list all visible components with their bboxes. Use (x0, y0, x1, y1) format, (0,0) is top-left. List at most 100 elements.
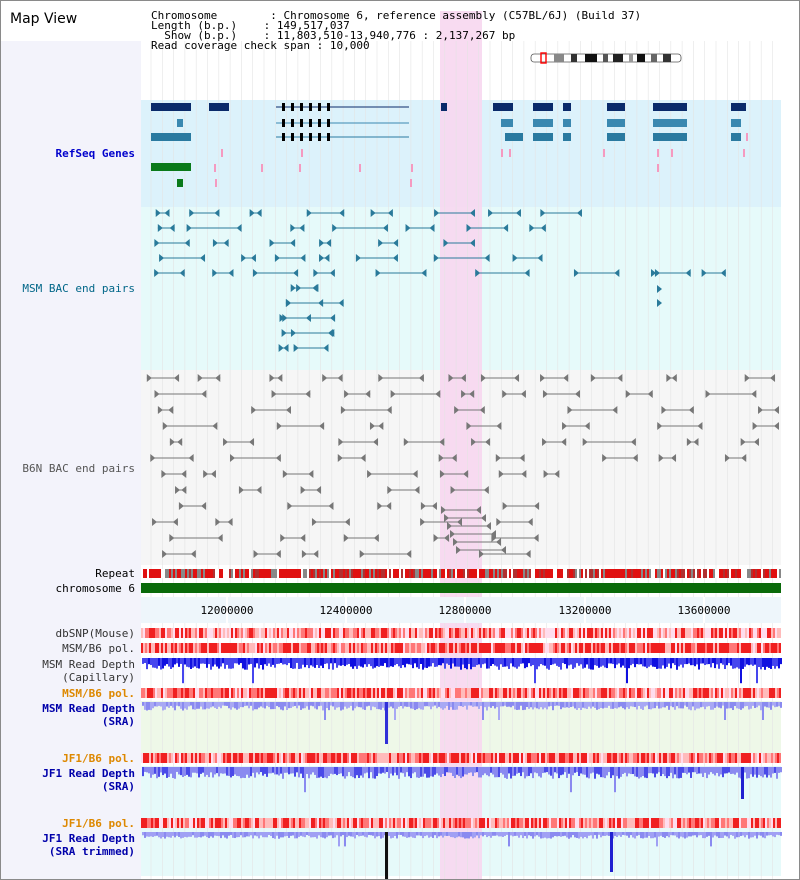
heat-cell (625, 643, 627, 653)
label-msm-bac[interactable]: MSM BAC end pairs (22, 282, 135, 295)
depth-bar (758, 832, 760, 836)
heat-cell (589, 818, 591, 828)
label-msm-b6-pol-sra[interactable]: MSM/B6 pol. (62, 687, 135, 700)
msm-bac-pair-end (503, 224, 509, 232)
depth-bar (288, 702, 290, 709)
heat-cell (235, 818, 237, 828)
depth-bar (450, 767, 452, 773)
heat-cell (199, 753, 201, 763)
depth-bar (588, 832, 590, 836)
depth-bar (170, 767, 172, 774)
heat-cell (487, 643, 489, 653)
depth-bar (658, 658, 660, 669)
heat-cell (585, 688, 587, 698)
depth-bar (510, 832, 512, 836)
heat-cell (173, 753, 175, 763)
depth-bar (484, 702, 486, 708)
depth-bar (284, 658, 286, 665)
depth-bar (600, 702, 602, 708)
repeat-segment (193, 569, 195, 578)
b6n-bac-pair-end (337, 374, 343, 382)
depth-bar (564, 702, 566, 708)
depth-bar (420, 767, 422, 777)
depth-bar (618, 658, 620, 664)
depth-bar (752, 658, 754, 666)
label-chromosome[interactable]: chromosome 6 (55, 582, 135, 595)
chromosome-ideogram[interactable] (530, 52, 682, 64)
heat-cell (215, 628, 217, 638)
b6n-bac-track[interactable] (146, 374, 779, 558)
heat-cell (579, 643, 581, 653)
heat-cell (181, 818, 183, 828)
heat-cell (207, 818, 209, 828)
heat-cell (723, 628, 725, 638)
repeat-segment (313, 569, 315, 578)
b6n-bac-pair-end (438, 454, 444, 462)
label-msm-b6-pol[interactable]: MSM/B6 pol. (62, 642, 135, 655)
heat-cell (579, 628, 581, 638)
heat-cell (773, 688, 775, 698)
label-jf1-b6-pol-trimmed[interactable]: JF1/B6 pol. (62, 817, 135, 830)
heat-cell (331, 818, 333, 828)
msm-bac-track[interactable] (154, 209, 726, 352)
label-repeat[interactable]: Repeat (95, 567, 135, 580)
refseq-genes-track[interactable] (151, 103, 748, 187)
depth-bar (234, 767, 236, 775)
label-b6n-bac[interactable]: B6N BAC end pairs (22, 462, 135, 475)
heat-cell (593, 643, 595, 653)
label-msm-depth-capillary[interactable]: MSM Read Depth (Capillary) (42, 658, 135, 684)
polymorphism-heat-tracks[interactable] (141, 628, 781, 828)
heat-cell (169, 643, 171, 653)
heat-cell (165, 818, 167, 828)
heat-cell (289, 688, 291, 698)
heat-cell (233, 818, 235, 828)
heat-cell (641, 688, 643, 698)
heat-cell (323, 818, 325, 828)
depth-bar (702, 832, 704, 839)
depth-bar (478, 767, 480, 778)
position-highlight[interactable] (440, 11, 482, 880)
b6n-bac-pair-end (275, 454, 281, 462)
heat-cell (309, 688, 311, 698)
repeat-track[interactable] (141, 569, 781, 578)
label-refseq-genes[interactable]: RefSeq Genes (55, 147, 135, 160)
heat-cell (257, 628, 259, 638)
depth-bar (630, 702, 632, 707)
depth-bar (352, 702, 354, 711)
heat-cell (583, 818, 585, 828)
heat-cell (583, 688, 585, 698)
heat-cell (359, 688, 361, 698)
heat-cell (175, 818, 177, 828)
label-msm-depth-sra[interactable]: MSM Read Depth (SRA) (42, 702, 135, 728)
depth-bar (606, 832, 608, 836)
depth-bar (778, 767, 780, 773)
label-jf1-depth-trimmed[interactable]: JF1 Read Depth (SRA trimmed) (42, 832, 135, 858)
read-depth-tracks[interactable] (142, 658, 782, 880)
b6n-bac-pair-end (340, 406, 346, 414)
heat-cell (751, 628, 753, 638)
heat-cell (715, 818, 717, 828)
heat-cell (377, 643, 379, 653)
heat-cell (605, 818, 607, 828)
label-dbsnp[interactable]: dbSNP(Mouse) (55, 627, 135, 640)
label-jf1-b6-pol[interactable]: JF1/B6 pol. (62, 752, 135, 765)
depth-bar (390, 702, 392, 707)
heat-cell (777, 643, 779, 653)
depth-bar (506, 832, 508, 835)
heat-cell (479, 688, 481, 698)
b6n-bac-pair-end (562, 422, 568, 430)
depth-bar (388, 832, 390, 836)
depth-bar (332, 658, 334, 670)
label-jf1-depth-sra[interactable]: JF1 Read Depth (SRA) (42, 767, 135, 793)
heat-cell (267, 688, 269, 698)
heat-cell (697, 628, 699, 638)
depth-bar (526, 702, 528, 708)
repeat-segment (427, 569, 429, 578)
chromosome-bar[interactable] (141, 583, 781, 593)
depth-bar (166, 658, 168, 665)
depth-bar (406, 832, 408, 838)
heat-cell (287, 753, 289, 763)
depth-bar (556, 658, 558, 666)
heat-cell (405, 753, 407, 763)
